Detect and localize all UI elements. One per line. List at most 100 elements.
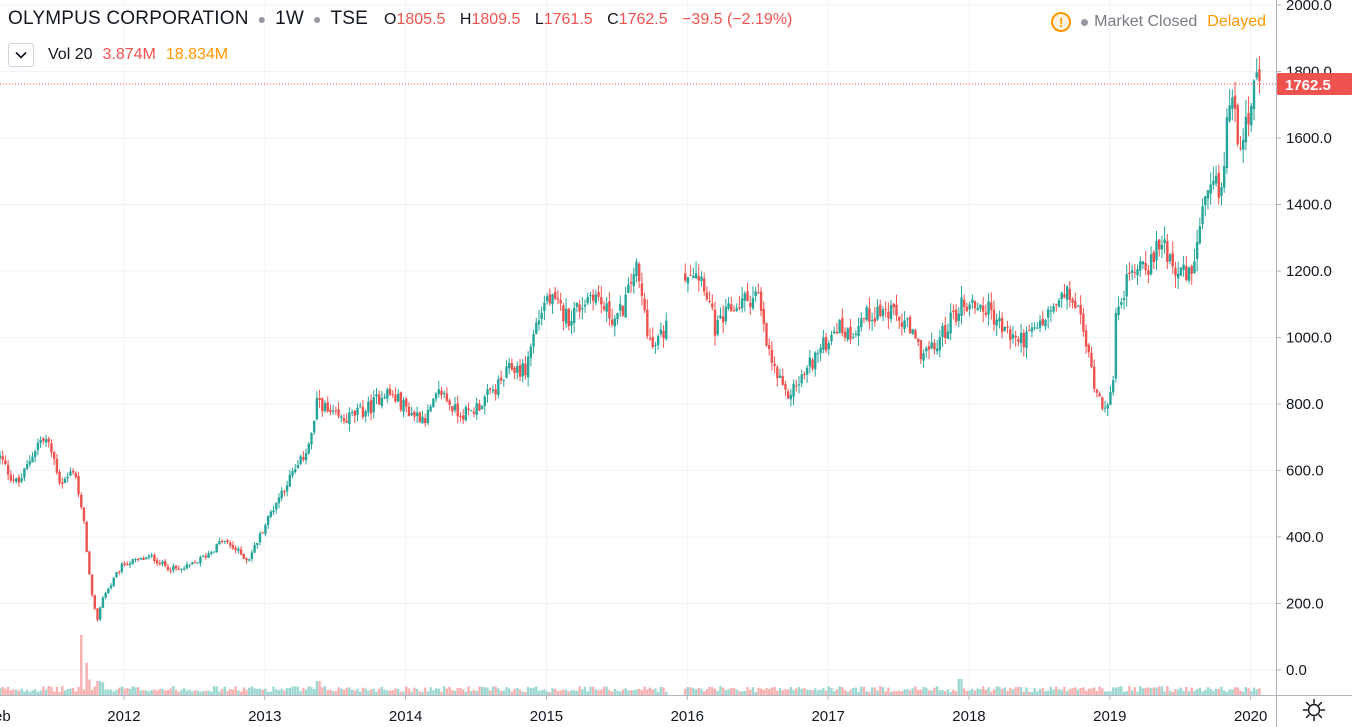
candle-body bbox=[20, 478, 23, 482]
candle-body bbox=[1060, 292, 1063, 300]
y-tick-label: 1600.0 bbox=[1286, 130, 1332, 147]
candle-body bbox=[1252, 80, 1256, 110]
candle-body bbox=[759, 291, 763, 311]
volume-bar bbox=[223, 686, 227, 695]
volume-bar bbox=[399, 691, 403, 695]
candle-body bbox=[757, 292, 760, 294]
volume-bar bbox=[461, 689, 465, 695]
low-value: 1761.5 bbox=[543, 11, 593, 28]
candle-body bbox=[369, 400, 373, 414]
candle-body bbox=[1046, 309, 1050, 318]
volume-bar bbox=[1060, 689, 1063, 695]
price-axis[interactable]: 0.0 200.0 400.0 600.0 800.0 1000.0 1200.0 1400.… bbox=[1276, 0, 1352, 727]
volume-bar bbox=[396, 688, 400, 695]
volume-bar bbox=[478, 686, 481, 695]
candle-body bbox=[808, 357, 812, 367]
volume-bar bbox=[575, 690, 579, 695]
volume-bar bbox=[182, 688, 186, 695]
time-axis[interactable]: eb 2012 2013 2014 2015 2016 2017 2018 2019 2020 bbox=[0, 695, 1352, 725]
volume-bar bbox=[104, 689, 107, 695]
volume-bar bbox=[973, 690, 977, 695]
candle-body bbox=[730, 304, 733, 311]
volume-bar bbox=[841, 687, 844, 695]
volume-bar bbox=[4, 688, 7, 695]
volume-bar bbox=[1252, 687, 1256, 695]
volume-bar bbox=[597, 690, 600, 695]
volume-bar bbox=[808, 689, 812, 695]
candle-body bbox=[210, 552, 213, 554]
delayed-badge[interactable]: Delayed bbox=[1207, 13, 1266, 30]
volume-bar bbox=[711, 687, 714, 695]
chart-legend-header: OLYMPUS CORPORATION ● 1W ● TSE O1805.5 H… bbox=[8, 8, 792, 30]
volume-bar bbox=[751, 687, 755, 695]
volume-bar bbox=[665, 691, 668, 695]
candle-body bbox=[751, 297, 755, 309]
candle-body bbox=[640, 283, 644, 297]
volume-bar bbox=[161, 688, 164, 695]
candle-body bbox=[494, 389, 497, 395]
candle-body bbox=[981, 305, 985, 312]
candle-body bbox=[367, 401, 370, 413]
volume-bar bbox=[627, 690, 630, 695]
x-tick-label: 2019 bbox=[1093, 708, 1126, 725]
candle-body bbox=[1141, 261, 1145, 265]
candle-body bbox=[518, 365, 522, 377]
volume-bar bbox=[459, 687, 462, 695]
volume-bar bbox=[941, 689, 944, 695]
candle-body bbox=[437, 389, 440, 395]
candle-body bbox=[1071, 299, 1074, 303]
volume-bar bbox=[1247, 688, 1250, 695]
volume-bar bbox=[310, 687, 313, 695]
candle-body bbox=[489, 388, 492, 390]
volume-bar bbox=[44, 689, 48, 695]
candle-body bbox=[120, 563, 124, 572]
candle-body bbox=[1044, 320, 1047, 327]
candle-body bbox=[868, 308, 871, 322]
candle-body bbox=[591, 294, 595, 301]
gear-icon[interactable] bbox=[1302, 698, 1326, 722]
candle-body bbox=[28, 461, 31, 465]
volume-bar bbox=[811, 690, 814, 695]
volume-bar bbox=[261, 689, 264, 695]
candle-body bbox=[164, 561, 167, 567]
volume-bar bbox=[938, 690, 942, 695]
candle-body bbox=[58, 471, 61, 483]
x-tick-label: 2013 bbox=[248, 708, 281, 725]
candle-body bbox=[445, 393, 449, 401]
candle-body bbox=[82, 507, 86, 521]
volume-bar bbox=[1241, 691, 1245, 695]
volume-bar bbox=[881, 687, 885, 695]
candle-body bbox=[654, 345, 657, 347]
candle-body bbox=[245, 558, 248, 561]
candle-body bbox=[1220, 186, 1223, 197]
candle-body bbox=[66, 476, 69, 479]
legend-toggle-button[interactable] bbox=[8, 43, 34, 67]
candle-body bbox=[1217, 172, 1220, 198]
volume-bar bbox=[288, 688, 292, 695]
close-value: 1762.5 bbox=[618, 11, 668, 28]
candle-body bbox=[1028, 330, 1031, 332]
volume-bar bbox=[475, 690, 478, 695]
volume-bar bbox=[1231, 689, 1234, 695]
volume-bar bbox=[1258, 688, 1261, 695]
change-value: −39.5 (−2.19%) bbox=[682, 11, 793, 28]
volume-bar bbox=[80, 634, 83, 695]
warning-icon[interactable]: ! bbox=[1051, 12, 1072, 32]
candle-body bbox=[475, 403, 478, 415]
volume-bar bbox=[115, 689, 118, 695]
candle-body bbox=[99, 607, 102, 620]
volume-bar bbox=[453, 690, 457, 695]
volume-bar bbox=[220, 689, 224, 695]
volume-bar bbox=[280, 688, 283, 695]
symbol-title[interactable]: OLYMPUS CORPORATION bbox=[8, 8, 249, 29]
volume-label[interactable]: Vol 20 bbox=[48, 46, 93, 63]
candle-body bbox=[1122, 297, 1126, 301]
candle-body bbox=[908, 316, 912, 333]
volume-bar bbox=[727, 689, 730, 695]
candle-body bbox=[388, 388, 392, 395]
candle-body bbox=[535, 322, 538, 334]
candle-body bbox=[299, 456, 302, 465]
candle-body bbox=[505, 366, 508, 378]
volume-bar bbox=[402, 691, 405, 695]
